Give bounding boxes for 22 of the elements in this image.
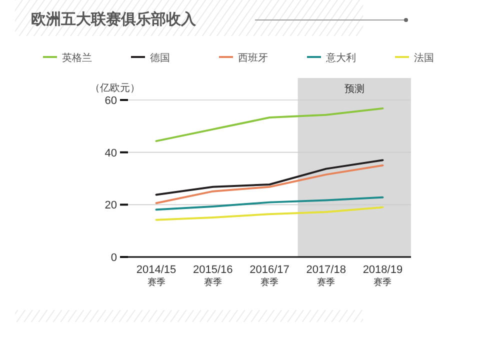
line-series: [155, 206, 384, 221]
x-tick-label: 2018/19 赛季: [362, 264, 403, 287]
line-series: [155, 107, 384, 142]
band-label: 预测: [344, 83, 364, 95]
y-axis-title: （亿欧元）: [90, 83, 140, 94]
y-tick-label: 20: [104, 200, 117, 212]
line-series: [155, 159, 384, 196]
y-tick-label: 60: [104, 95, 117, 107]
legend-label: 法国: [414, 52, 434, 64]
line-series: [155, 164, 384, 204]
x-tick-label: 2014/15 赛季: [136, 264, 176, 287]
legend-label: 英格兰: [62, 52, 92, 64]
legend-label: 意大利: [325, 52, 356, 64]
line-series: [155, 196, 384, 211]
chart-title: 欧洲五大联赛俱乐部收入: [31, 10, 197, 28]
y-tick-label: 0: [110, 252, 117, 264]
x-tick-label: 2016/17 赛季: [250, 264, 290, 287]
x-tick-label: 2017/18 赛季: [306, 264, 346, 287]
legend-label: 德国: [150, 53, 170, 64]
x-tick-label: 2015/16 赛季: [193, 264, 233, 287]
legend-label: 西班牙: [238, 52, 268, 64]
y-tick-label: 40: [104, 147, 117, 160]
